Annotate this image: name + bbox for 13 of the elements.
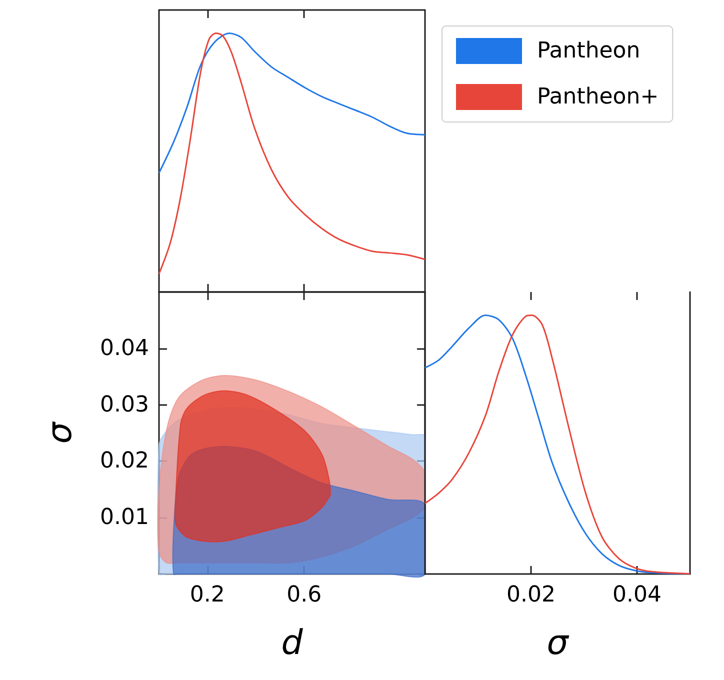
y-tick-label: 0.03 [100, 392, 149, 418]
x-axis-title: σ [546, 623, 570, 663]
y-tick-label: 0.04 [100, 336, 149, 361]
x-tick-label: 0.04 [612, 582, 662, 608]
x-tick-label: 0.02 [506, 582, 556, 608]
legend-label: Pantheon [537, 38, 640, 64]
x-tick-label: 0.2 [190, 582, 225, 608]
y-tick-label: 0.02 [100, 448, 149, 474]
y-axis-title: σ [40, 420, 80, 444]
x-axis-title: d [281, 623, 304, 663]
legend-label: Pantheon+ [537, 84, 659, 110]
x-tick-label: 0.6 [286, 582, 322, 608]
y-tick-label: 0.01 [100, 505, 149, 530]
